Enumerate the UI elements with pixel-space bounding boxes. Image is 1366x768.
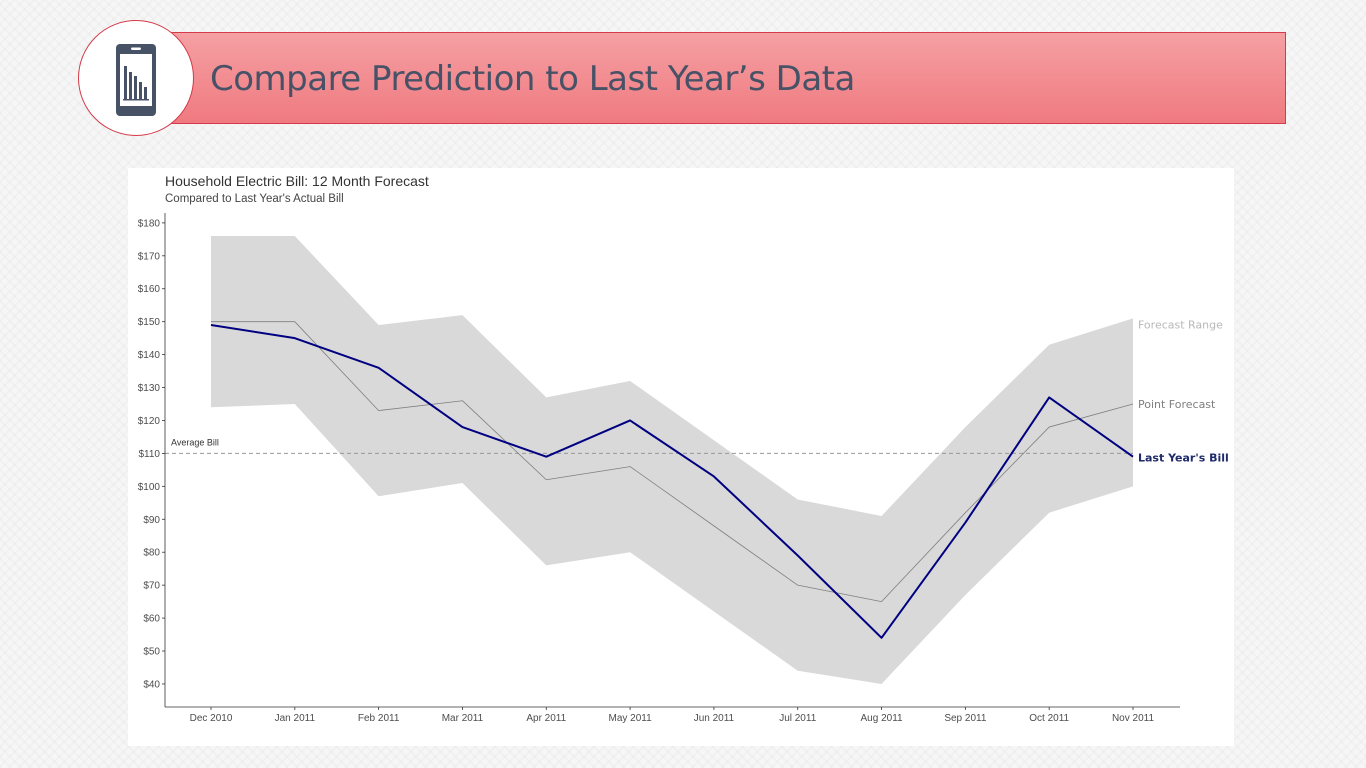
last-year-bill-line xyxy=(210,323,1134,639)
y-tick-label: $180 xyxy=(138,218,161,229)
y-tick-label: $160 xyxy=(138,284,161,295)
y-tick-label: $100 xyxy=(138,482,161,493)
x-tick-label: Jul 2011 xyxy=(779,713,817,724)
x-tick-label: Oct 2011 xyxy=(1029,713,1069,724)
x-tick-label: Jan 2011 xyxy=(275,713,316,724)
title-banner xyxy=(140,32,1286,124)
y-tick-label: $40 xyxy=(143,679,160,690)
average-bill-label: Average Bill xyxy=(171,437,219,447)
x-tick-label: Dec 2010 xyxy=(190,713,233,724)
x-tick-label: Feb 2011 xyxy=(358,713,400,724)
x-tick-label: Apr 2011 xyxy=(526,713,566,724)
y-tick-label: $90 xyxy=(143,515,160,526)
point-forecast-label: Point Forecast xyxy=(1138,398,1216,411)
x-tick-label: Sep 2011 xyxy=(944,713,987,724)
mobile-bar-chart-icon xyxy=(78,20,194,136)
y-tick-label: $80 xyxy=(143,548,160,559)
forecast-range-band xyxy=(211,236,1133,684)
chart-title: Household Electric Bill: 12 Month Foreca… xyxy=(165,173,429,189)
y-tick-label: $50 xyxy=(143,647,160,658)
x-tick-label: Jun 2011 xyxy=(694,713,735,724)
y-tick-label: $120 xyxy=(138,416,161,427)
x-tick-label: May 2011 xyxy=(608,713,652,724)
phone-chart-icon-graphic xyxy=(116,44,156,116)
y-tick-label: $110 xyxy=(138,449,160,460)
y-tick-label: $140 xyxy=(138,350,161,361)
chart-subtitle: Compared to Last Year's Actual Bill xyxy=(165,193,344,205)
slide-title: Compare Prediction to Last Year’s Data xyxy=(210,59,855,99)
x-tick-label: Aug 2011 xyxy=(861,713,904,724)
y-tick-label: $60 xyxy=(143,614,160,625)
phone-speaker-icon xyxy=(131,47,141,50)
y-tick-label: $130 xyxy=(138,383,161,394)
y-tick-label: $70 xyxy=(143,581,160,592)
y-tick-label: $170 xyxy=(138,251,161,262)
point-forecast-line xyxy=(211,321,1134,603)
y-tick-label: $150 xyxy=(138,317,161,328)
x-tick-label: Mar 2011 xyxy=(442,713,484,724)
forecast-range-label: Forecast Range xyxy=(1138,318,1223,331)
x-tick-label: Nov 2011 xyxy=(1112,713,1155,724)
last-year-bill-label: Last Year's Bill xyxy=(1138,452,1229,465)
